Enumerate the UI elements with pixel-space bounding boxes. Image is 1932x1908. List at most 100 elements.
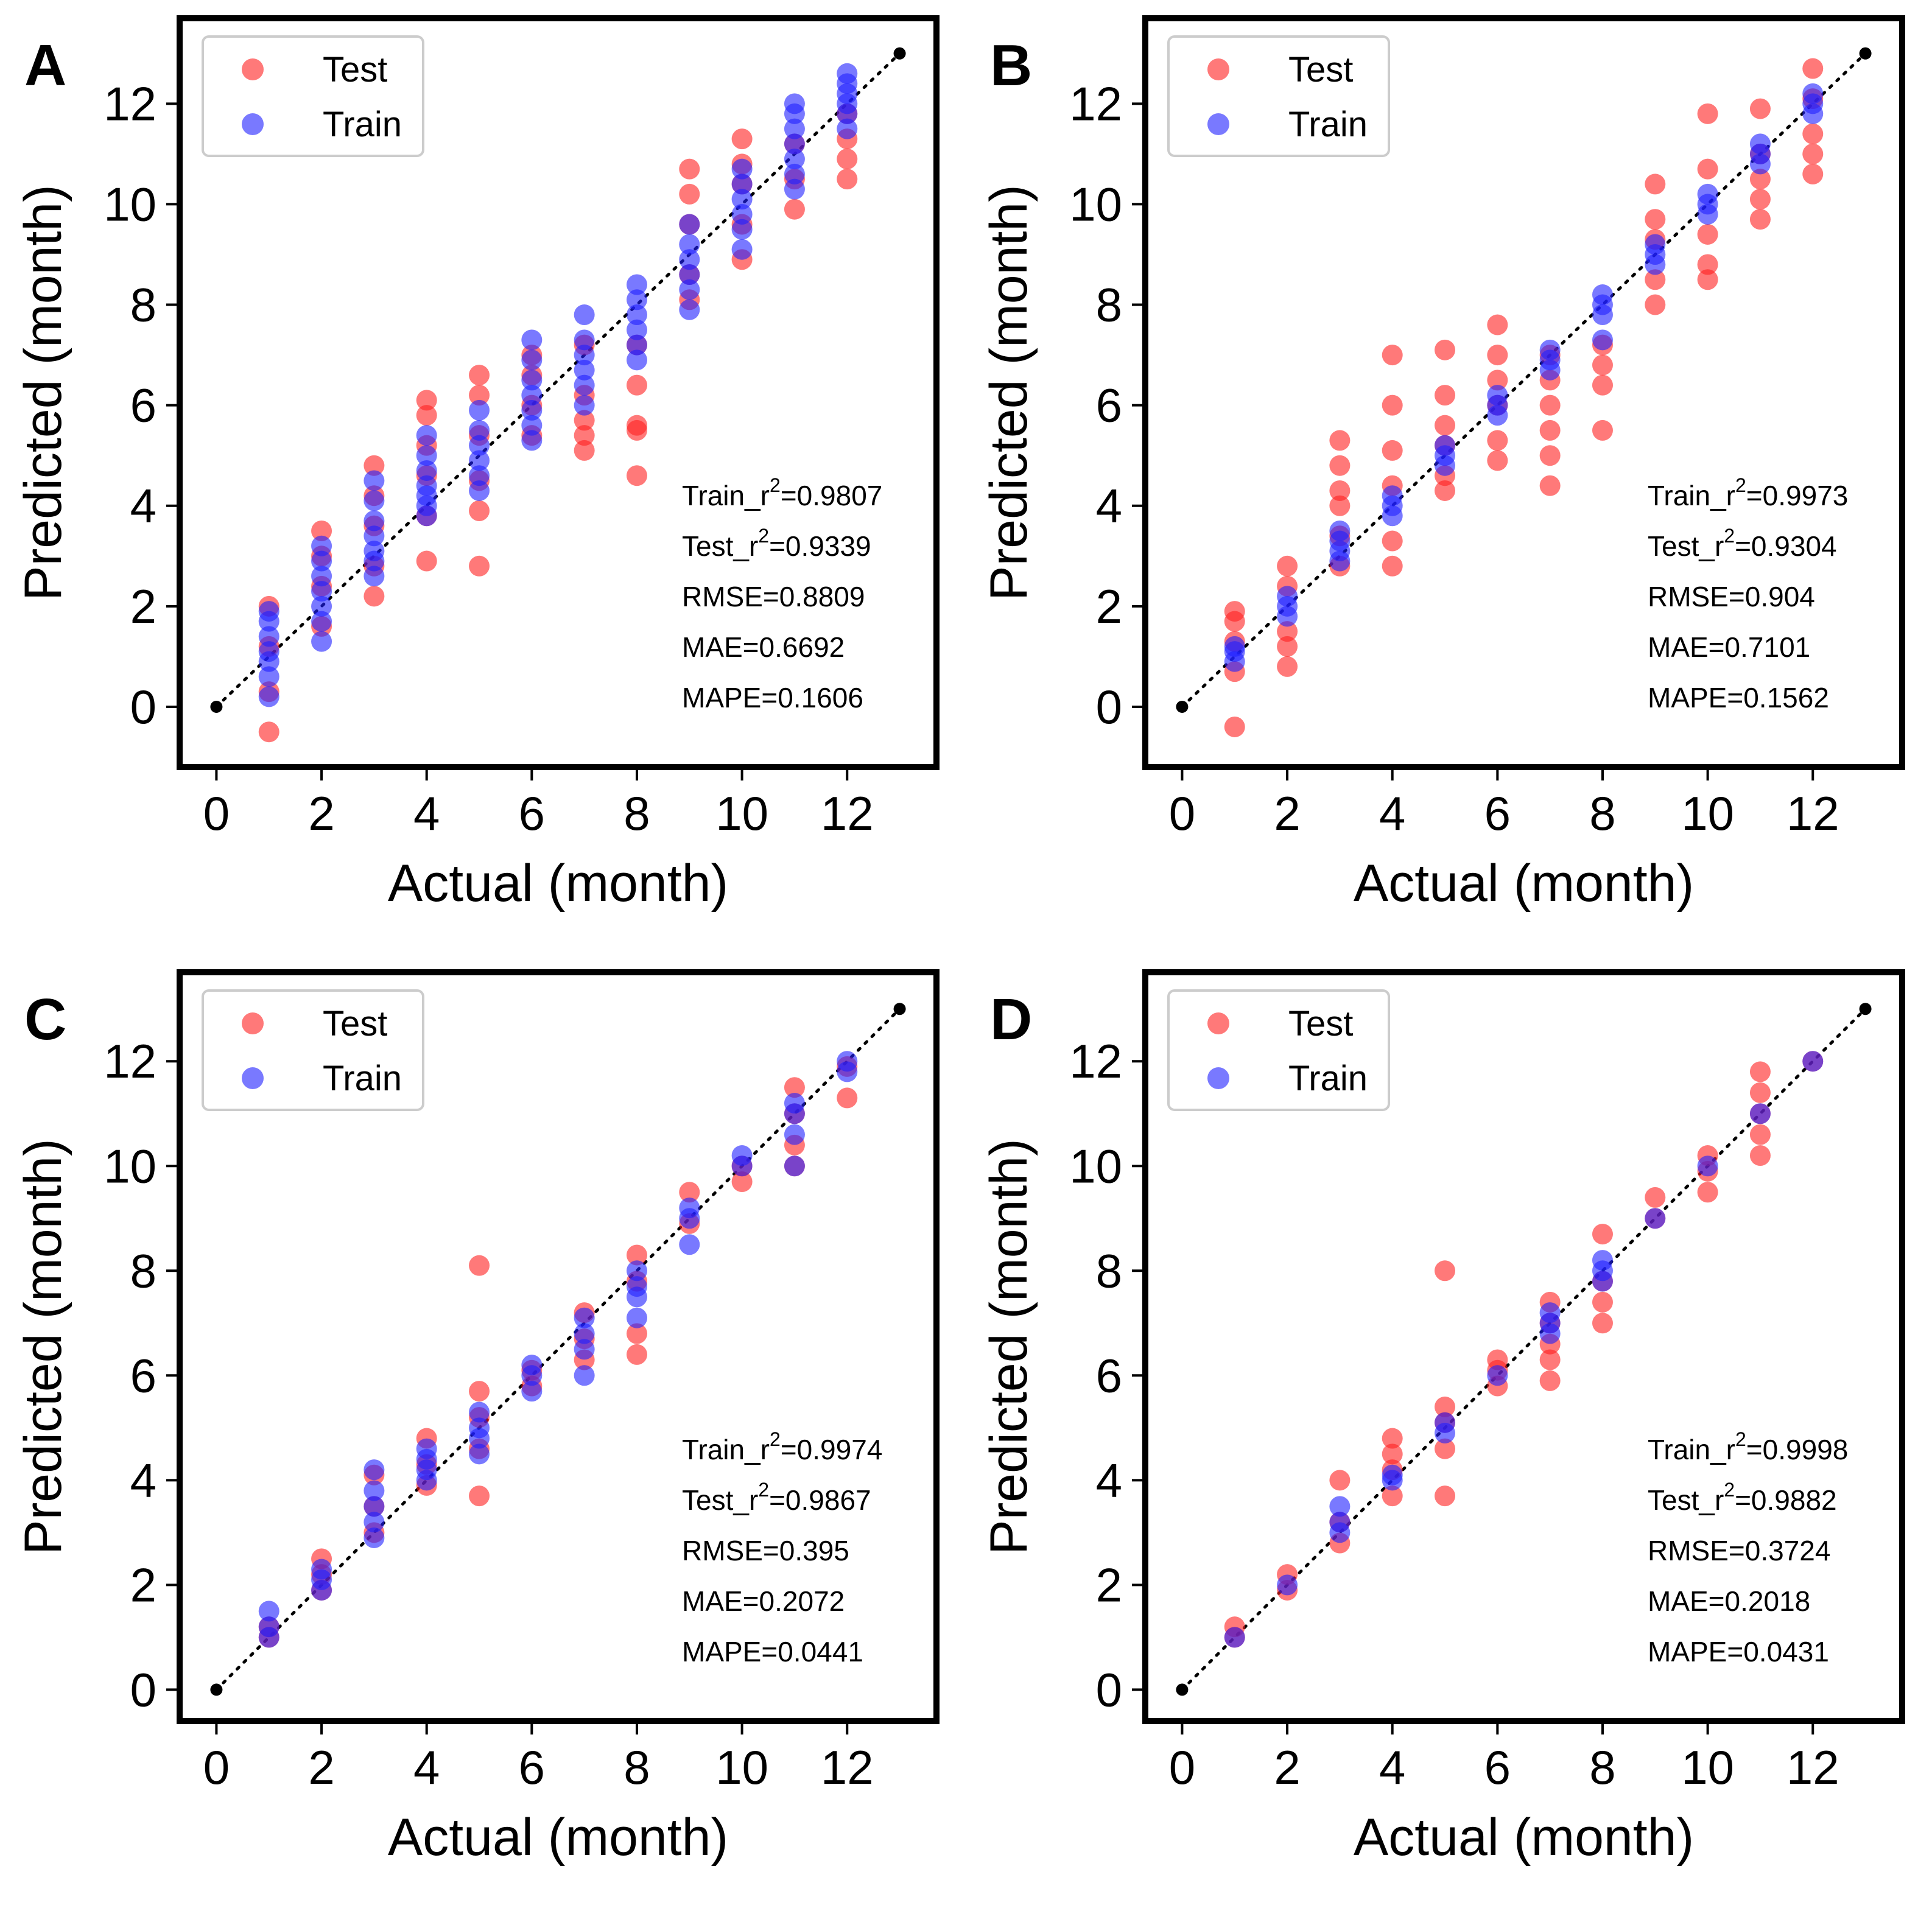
train-point [574,304,595,326]
panel-label: B [990,33,1032,98]
x-tick-label: 2 [1274,787,1300,840]
train-point [837,1051,858,1072]
train-point [837,63,858,84]
train-point [521,399,543,421]
x-tick-label: 2 [1274,1741,1300,1794]
train-point [469,1443,490,1465]
train-point [1645,234,1666,255]
y-tick-label: 0 [1096,1663,1122,1716]
legend-label-test: Test [323,50,387,89]
test-point [626,465,647,486]
y-axis-label: Predicted (month) [14,1138,72,1555]
scatter-chart-a: A 0 2 4 6 8 10 12 0 2 4 6 8 10 12 Actual (month) Predict… [14,15,940,913]
train-point [416,425,437,446]
test-point [1435,1438,1456,1459]
train-point [311,566,332,587]
train-point [679,214,700,235]
train-point [679,249,700,270]
x-axis-label: Actual (month) [1354,1808,1694,1867]
x-tick-label: 8 [624,1741,650,1794]
train-point [574,359,595,381]
train-point [626,1276,647,1297]
x-tick-label: 6 [519,787,545,840]
test-point [1435,339,1456,360]
panel-label: C [24,987,66,1052]
x-tick-label: 10 [715,1741,768,1794]
test-point [626,1323,647,1344]
train-point [1592,1250,1613,1271]
y-tick-label: 2 [1096,580,1122,633]
train-point [364,1459,385,1481]
y-axis-label: Predicted (month) [14,184,72,601]
y-tick-label: 0 [130,680,156,734]
y-tick-label: 2 [130,1558,156,1612]
test-point [1749,1124,1771,1145]
metrics-annotation: Train_r2=0.9974 Test_r2=0.9867 RMSE=0.395 M… [682,1428,882,1668]
train-point [626,334,647,356]
train-point [1539,1302,1561,1324]
test-point [1435,480,1456,501]
y-tick-label: 4 [130,479,156,533]
x-tick-label: 10 [1681,787,1734,840]
test-point [1382,1485,1403,1507]
x-tick-label: 10 [1681,1741,1734,1794]
y-tick-label: 10 [1069,177,1122,231]
diagonal-start-point [210,700,223,713]
train-point [1592,284,1613,306]
x-tick-label: 2 [308,1741,334,1794]
train-point [1224,1627,1245,1648]
train-point [574,374,595,396]
train-point [784,178,805,200]
train-point [1749,1103,1771,1124]
y-tick-label: 8 [130,278,156,332]
mae-text: MAE=0.6692 [682,631,845,663]
legend-label-train: Train [1288,1059,1368,1098]
x-tick-label: 4 [1379,787,1405,840]
panel-label: A [24,33,66,98]
diagonal-start-point [1176,1683,1189,1696]
train-point [784,163,805,184]
test-point [626,1244,647,1266]
x-tick-label: 10 [715,787,768,840]
train-point [1749,133,1771,155]
metrics-annotation: Train_r2=0.9998 Test_r2=0.9882 RMSE=0.3724… [1648,1428,1848,1668]
test-point [469,555,490,577]
x-axis-label: Actual (month) [1354,854,1694,913]
x-tick-label: 0 [203,1741,230,1794]
train-point [521,1355,543,1376]
test-point [1697,1182,1718,1203]
train-point [731,239,753,260]
test-point [1435,1396,1456,1417]
x-tick-label: 6 [1484,787,1511,840]
legend-marker-train [242,1067,264,1089]
train-point [311,595,332,617]
test-point [679,158,700,180]
y-tick-label: 12 [1069,1034,1122,1088]
train-point [469,435,490,456]
test-point [679,183,700,205]
rmse-text: RMSE=0.8809 [682,581,865,612]
train-point [679,1198,700,1219]
series-train [258,63,858,707]
x-tick-label: 4 [413,787,440,840]
train-point [469,419,490,441]
train-point [416,445,437,466]
train-point [416,460,437,481]
train-r2-text: Train_r2=0.9807 [682,474,882,511]
test-point [1802,58,1824,79]
train-point [679,299,700,320]
test-point [311,521,332,542]
train-r2-text: Train_r2=0.9973 [1648,474,1848,511]
rmse-text: RMSE=0.3724 [1648,1535,1830,1566]
test-point [1697,223,1718,245]
test-point [1697,158,1718,180]
test-point [1435,415,1456,436]
test-point [1802,163,1824,184]
test-point [1645,1187,1666,1208]
test-point [1329,455,1351,476]
train-point [521,1381,543,1402]
y-tick-label: 4 [130,1453,156,1507]
test-point [469,385,490,406]
y-tick-label: 12 [104,1034,156,1088]
